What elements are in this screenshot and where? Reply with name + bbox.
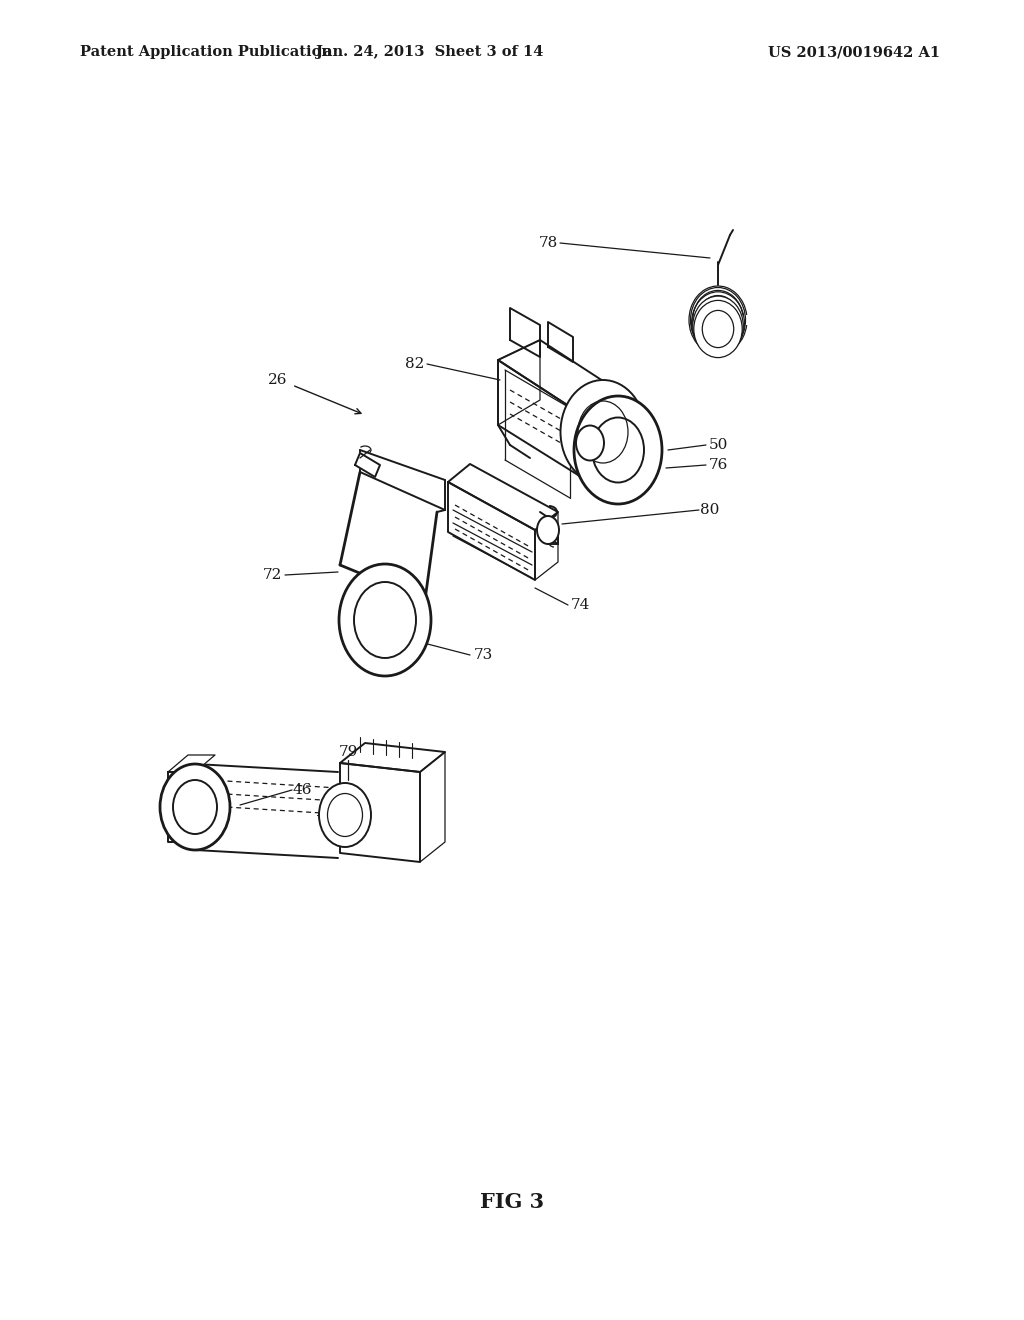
Text: 82: 82 [406,356,425,371]
Polygon shape [168,755,215,772]
Polygon shape [340,763,420,862]
Text: 74: 74 [570,598,590,612]
Polygon shape [498,360,578,475]
Polygon shape [449,482,535,579]
Ellipse shape [690,288,745,352]
Text: FIG 3: FIG 3 [480,1192,544,1212]
Text: 26: 26 [268,374,288,387]
Ellipse shape [691,292,744,354]
Text: 73: 73 [473,648,493,663]
Text: 78: 78 [539,236,558,249]
Polygon shape [498,341,620,412]
Ellipse shape [694,301,742,358]
Ellipse shape [574,396,662,504]
Text: 80: 80 [700,503,720,517]
Polygon shape [168,772,195,842]
Polygon shape [355,453,380,477]
Polygon shape [498,341,540,425]
Ellipse shape [339,564,431,676]
Polygon shape [340,743,445,772]
Ellipse shape [692,296,743,356]
Polygon shape [535,512,558,579]
Polygon shape [510,308,540,356]
Ellipse shape [537,516,559,544]
Text: 79: 79 [338,744,357,759]
Polygon shape [449,465,558,531]
Text: US 2013/0019642 A1: US 2013/0019642 A1 [768,45,940,59]
Ellipse shape [560,380,645,484]
Text: Patent Application Publication: Patent Application Publication [80,45,332,59]
Polygon shape [548,322,573,362]
Text: Jan. 24, 2013  Sheet 3 of 14: Jan. 24, 2013 Sheet 3 of 14 [316,45,544,59]
Text: 72: 72 [262,568,282,582]
Ellipse shape [319,783,371,847]
Text: 46: 46 [292,783,311,797]
Ellipse shape [575,425,604,461]
Polygon shape [420,752,445,862]
Text: 76: 76 [709,458,728,473]
Text: 50: 50 [709,438,728,451]
Ellipse shape [160,764,230,850]
